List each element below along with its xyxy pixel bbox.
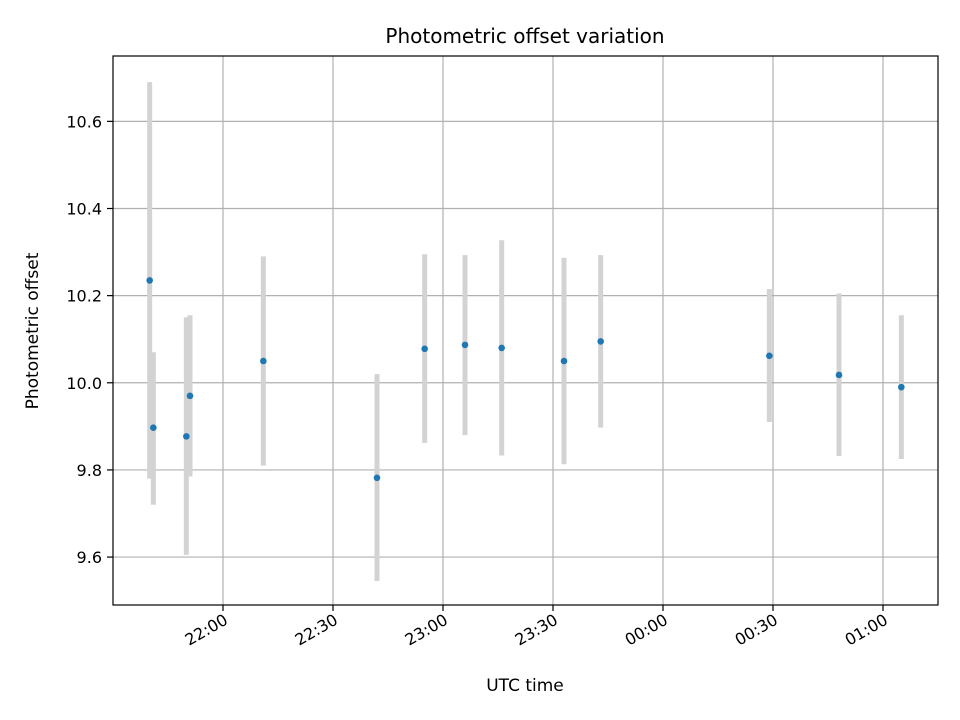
data-point — [898, 383, 905, 391]
y-tick-label: 10.6 — [66, 112, 102, 131]
point-layer — [146, 277, 905, 482]
chart-title: Photometric offset variation — [385, 24, 664, 48]
data-point — [373, 474, 381, 482]
data-point — [461, 341, 469, 349]
y-tick-label: 9.6 — [77, 548, 102, 567]
x-tick-label: 01:00 — [842, 610, 891, 650]
data-point — [498, 344, 505, 352]
x-tick-label: 22:00 — [182, 610, 231, 650]
x-tick-label: 00:00 — [622, 610, 671, 650]
data-point — [835, 371, 843, 379]
y-axis-label: Photometric offset — [23, 252, 43, 409]
data-point — [597, 338, 604, 345]
x-tick-label: 22:30 — [292, 610, 341, 650]
data-point — [183, 433, 190, 440]
y-tick-label: 10.0 — [66, 374, 102, 393]
data-point — [146, 277, 153, 284]
data-point — [260, 357, 267, 365]
plot-frame — [112, 55, 939, 606]
x-tick-label: 23:00 — [402, 610, 451, 650]
errorbar-layer — [147, 82, 904, 582]
y-tick-label: 10.4 — [66, 200, 102, 219]
x-tick-label: 23:30 — [512, 610, 561, 650]
data-point — [421, 345, 428, 353]
y-tick-label: 9.8 — [77, 461, 102, 480]
data-point — [560, 357, 568, 365]
grid-layer — [113, 56, 938, 605]
data-point — [766, 352, 773, 360]
data-point — [186, 392, 194, 400]
data-point — [150, 424, 157, 431]
y-tick-label: 10.2 — [66, 287, 102, 306]
x-axis-label: UTC time — [486, 676, 564, 696]
x-tick-label: 00:30 — [732, 610, 781, 650]
